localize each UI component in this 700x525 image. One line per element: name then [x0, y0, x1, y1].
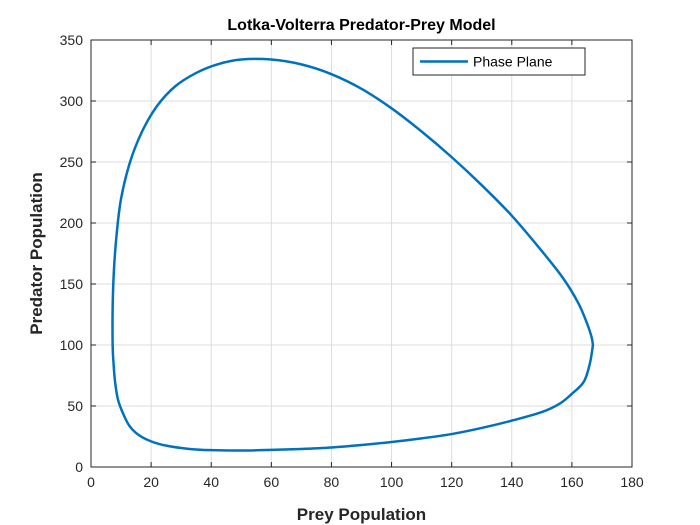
- ticks: 0 20 40 60 80 100 120 140 160 180 0 50 100 150 200 250 3…: [60, 32, 644, 490]
- y-axis-title: Predator Population: [27, 172, 46, 334]
- y-tick-label: 50: [67, 398, 83, 414]
- y-tick-label: 350: [60, 32, 84, 48]
- x-tick-label: 40: [203, 474, 219, 490]
- x-tick-label: 20: [143, 474, 159, 490]
- y-tick-label: 150: [60, 276, 84, 292]
- y-tick-label: 200: [60, 215, 84, 231]
- plot-area: [91, 40, 632, 467]
- y-tick-label: 0: [75, 459, 83, 475]
- x-tick-label: 160: [560, 474, 584, 490]
- x-tick-label: 80: [324, 474, 340, 490]
- legend: Phase Plane: [412, 47, 586, 76]
- data-layer: [111, 57, 595, 452]
- chart-title: Lotka-Volterra Predator-Prey Model: [227, 17, 495, 34]
- x-tick-label: 60: [264, 474, 280, 490]
- y-tick-label: 100: [60, 337, 84, 353]
- x-tick-label: 140: [500, 474, 524, 490]
- legend-label-phase-plane: Phase Plane: [473, 54, 553, 70]
- axes-box: [90, 39, 633, 468]
- x-tick-label: 180: [620, 474, 644, 490]
- x-tick-label: 100: [380, 474, 404, 490]
- y-tick-label: 300: [60, 93, 84, 109]
- grid: [91, 40, 632, 467]
- x-tick-label: 0: [87, 474, 95, 490]
- x-tick-label: 120: [440, 474, 464, 490]
- x-axis-title: Prey Population: [297, 505, 426, 524]
- series-line-phase-plane: [111, 57, 595, 452]
- y-tick-label: 250: [60, 154, 84, 170]
